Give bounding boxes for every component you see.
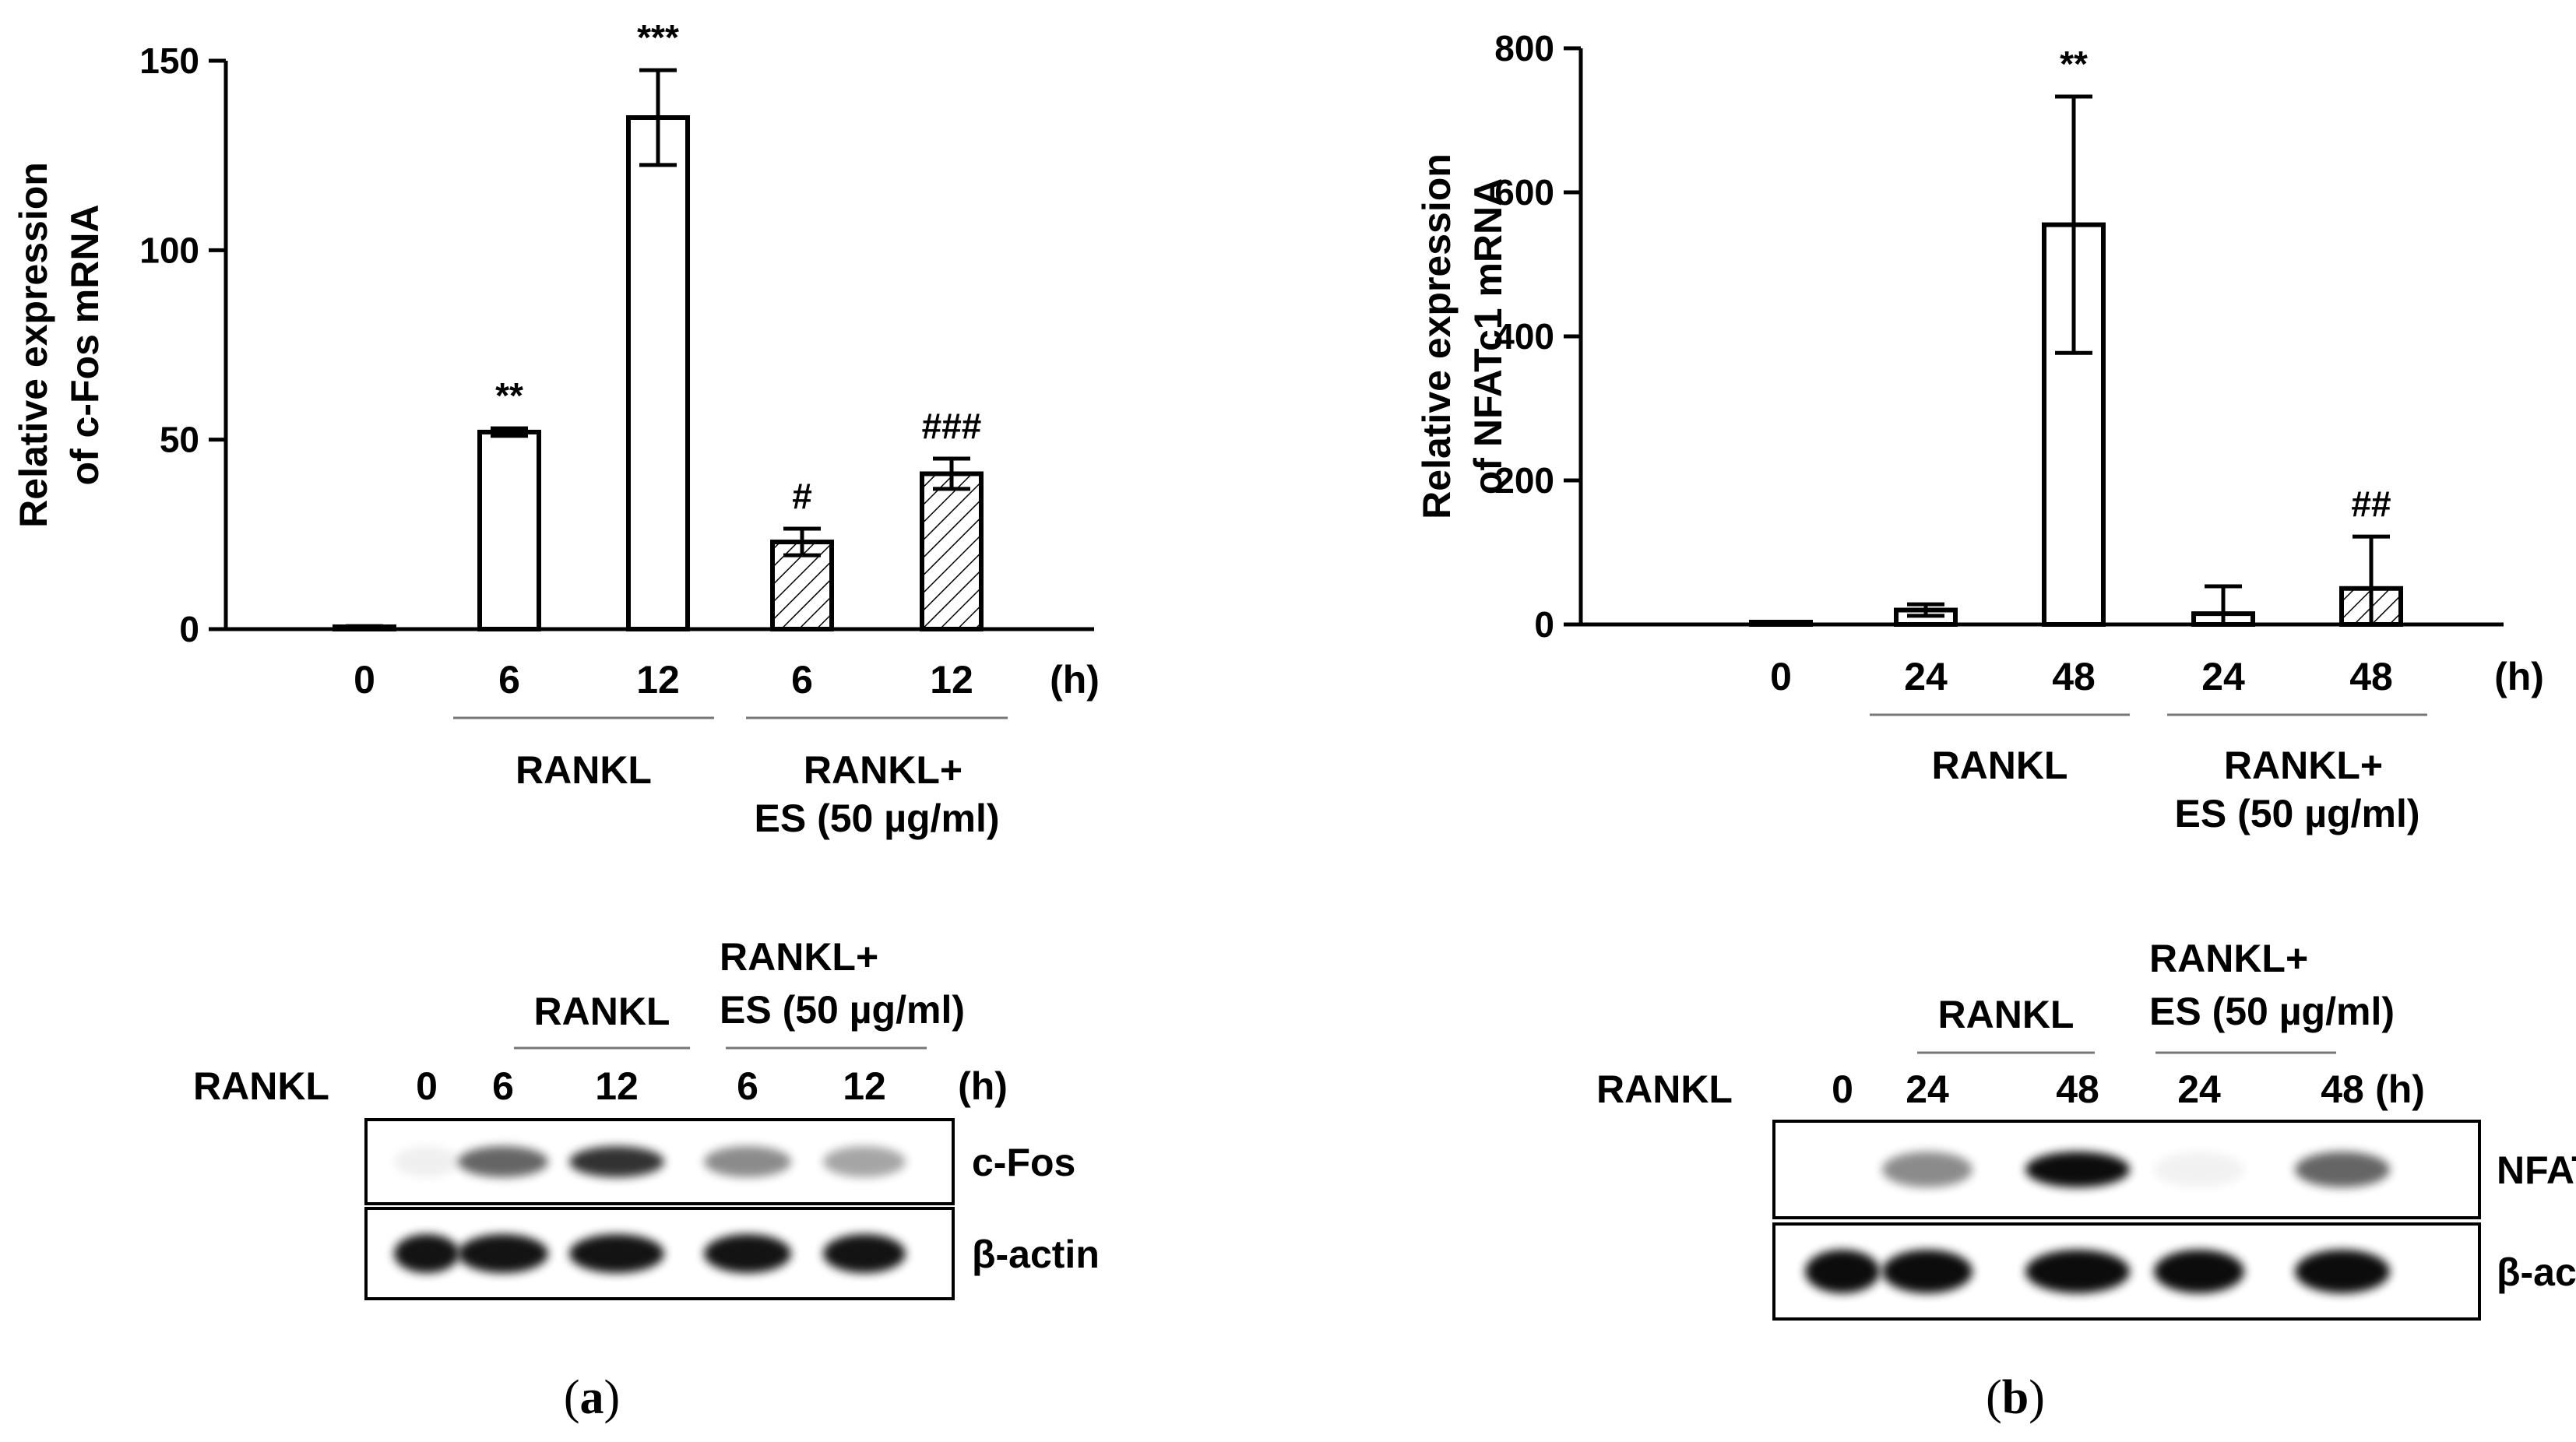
blot-group-label: ES (50 µg/ml)	[2149, 990, 2395, 1033]
blot-lane-label: 12	[843, 1064, 886, 1108]
blot-band	[2025, 1152, 2130, 1187]
blot-unit-label: (h)	[958, 1064, 1008, 1108]
x-tick-label: 0	[1770, 655, 1792, 698]
x-tick-label: 48	[2349, 655, 2393, 698]
blot-band	[569, 1234, 664, 1273]
blot-band	[823, 1234, 906, 1273]
blot-group-label: RANKL	[534, 990, 670, 1033]
blot-a: RANKL RANKL+ ES (50 µg/ml) RANKL 0 6 12 6 12 (h) c…	[193, 935, 1100, 1300]
y-tick-label: 50	[160, 420, 199, 460]
chart-b: 0 200 400 600 800 Relative expression of NFATc…	[1415, 28, 2544, 835]
blot-group-label: ES (50 µg/ml)	[720, 988, 965, 1032]
blot-lane-label: 24	[2177, 1067, 2221, 1111]
blot-band-label: NFATc1	[2497, 1148, 2576, 1192]
blot-band	[1882, 1152, 1972, 1187]
blot-lane-label: 24	[1906, 1067, 1949, 1111]
blot-lane-label: 48	[2321, 1067, 2364, 1111]
blot-row-label: RANKL	[1596, 1067, 1733, 1111]
blot-lane-label: 0	[416, 1064, 438, 1108]
y-tick-label: 800	[1494, 28, 1554, 69]
panel-captions: (a) (b)	[564, 1371, 2045, 1424]
group-label: ES (50 µg/ml)	[2175, 792, 2420, 835]
bar	[626, 115, 690, 631]
x-tick-label: 6	[791, 658, 813, 702]
bar	[920, 471, 984, 632]
blot-band	[2025, 1250, 2130, 1293]
group-label: RANKL+	[2224, 744, 2383, 787]
chart-a: 0 50 100 150 Relative expression of c-Fos mRN…	[12, 17, 1100, 840]
y-axis-label: Relative expression	[12, 162, 55, 528]
blot-band	[569, 1146, 664, 1177]
blot-band	[2295, 1152, 2390, 1187]
blot-group-label: RANKL+	[2149, 937, 2308, 980]
blot-band-label: β-actin	[2497, 1250, 2576, 1294]
x-unit-label: (h)	[1050, 658, 1100, 702]
blot-lane-label: 48	[2056, 1067, 2099, 1111]
y-tick-label: 0	[179, 609, 199, 649]
blot-band	[458, 1146, 548, 1177]
y-tick-label: 100	[139, 230, 199, 270]
blot-band	[394, 1234, 459, 1273]
blot-lane-label: 6	[492, 1064, 514, 1108]
panel-caption: (b)	[1986, 1371, 2045, 1424]
y-tick-label: 200	[1494, 460, 1554, 501]
group-label: RANKL	[1932, 744, 2068, 787]
y-axis-label: Relative expression	[1415, 153, 1459, 519]
y-tick-label: 0	[1534, 604, 1554, 645]
group-label: RANKL	[516, 748, 652, 792]
blot-band-label: c-Fos	[972, 1141, 1075, 1184]
blot-band	[704, 1234, 791, 1273]
group-label: ES (50 µg/ml)	[755, 797, 1000, 840]
blot-band	[704, 1146, 791, 1177]
blot-unit-label: (h)	[2375, 1067, 2425, 1111]
significance-mark: #	[792, 476, 812, 516]
blot-band	[2154, 1152, 2244, 1187]
blot-band	[458, 1234, 548, 1273]
blot-band	[394, 1146, 459, 1177]
x-unit-label: (h)	[2494, 655, 2544, 698]
western-blots: RANKL RANKL+ ES (50 µg/ml) RANKL 0 6 12 6 12 (h) c…	[193, 935, 2576, 1321]
blot-band	[2154, 1250, 2244, 1293]
y-tick-label: 400	[1494, 316, 1554, 357]
significance-mark: **	[495, 375, 523, 416]
blot-band	[2295, 1250, 2390, 1293]
bar	[477, 429, 541, 632]
blot-row-label: RANKL	[193, 1064, 329, 1108]
blot-group-label: RANKL	[1938, 993, 2075, 1036]
x-tick-label: 6	[498, 658, 520, 702]
y-axis-label: of NFATc1 mRNA	[1466, 178, 1510, 495]
x-tick-label: 24	[2201, 655, 2245, 698]
panel-caption: (a)	[564, 1371, 620, 1424]
blot-lane-label: 12	[595, 1064, 639, 1108]
y-tick-label: 600	[1494, 172, 1554, 213]
group-label: RANKL+	[804, 748, 962, 792]
x-tick-label: 12	[930, 658, 973, 702]
significance-mark: ##	[2351, 484, 2391, 524]
y-tick-label: 150	[139, 40, 199, 81]
y-axis-label: of c-Fos mRNA	[63, 204, 107, 485]
x-tick-label: 0	[354, 658, 375, 702]
blot-group-label: RANKL+	[720, 935, 878, 979]
blot-lane-label: 6	[737, 1064, 758, 1108]
blot-lane-label: 0	[1832, 1067, 1853, 1111]
blot-band	[1805, 1250, 1880, 1293]
x-tick-label: 48	[2052, 655, 2096, 698]
blot-band	[823, 1146, 906, 1177]
x-tick-label: 12	[636, 658, 680, 702]
significance-mark: ***	[637, 17, 679, 58]
blot-band-label: β-actin	[972, 1233, 1100, 1276]
significance-mark: **	[2060, 44, 2088, 84]
x-tick-label: 24	[1904, 655, 1948, 698]
blot-band	[1882, 1250, 1972, 1293]
significance-mark: ###	[922, 406, 982, 446]
